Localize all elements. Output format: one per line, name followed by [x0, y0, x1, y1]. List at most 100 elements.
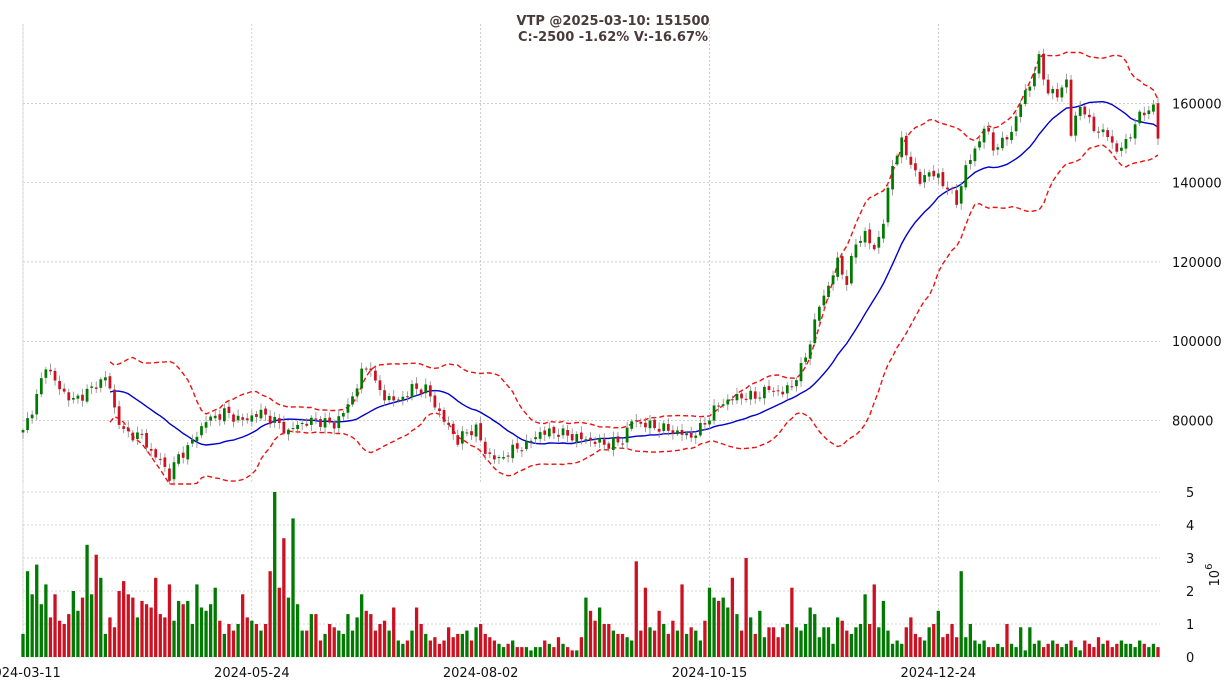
candle — [145, 428, 148, 452]
candle-body — [575, 434, 579, 442]
volume-bar — [126, 594, 130, 657]
volume-panel — [21, 492, 1160, 657]
candle-body — [602, 439, 606, 445]
candle — [131, 429, 135, 443]
volume-bar — [936, 610, 940, 657]
volume-bar — [584, 597, 588, 657]
x-tick-label: 2024-05-24 — [214, 666, 290, 681]
candle-body — [273, 416, 277, 423]
candle — [538, 427, 542, 443]
candle-body — [245, 418, 249, 421]
candle-body — [863, 231, 867, 243]
volume-tick-label: 4 — [1186, 519, 1194, 534]
candle-body — [497, 457, 501, 459]
candle-body — [776, 390, 780, 392]
candle-body — [387, 395, 391, 401]
volume-bar — [881, 600, 886, 657]
candle — [882, 219, 885, 243]
volume-bar — [190, 624, 194, 657]
candle-body — [364, 368, 368, 370]
volume-bar — [1115, 643, 1119, 657]
candle — [671, 425, 675, 440]
volume-bar — [680, 584, 684, 657]
volume-bar — [492, 640, 497, 657]
candle — [698, 418, 702, 438]
candle — [117, 400, 121, 430]
candle — [209, 414, 213, 426]
volume-bar — [1041, 647, 1046, 657]
volume-tick-label: 0 — [1186, 651, 1194, 666]
candle-body — [1147, 110, 1151, 115]
candle-body — [131, 432, 135, 441]
candle-body — [909, 156, 913, 165]
candle-body — [1042, 53, 1045, 80]
candle — [21, 428, 25, 439]
volume-bar — [122, 581, 126, 657]
candle-body — [1110, 136, 1114, 143]
candle-body — [424, 384, 428, 394]
candle — [612, 431, 615, 457]
volume-bar — [456, 633, 460, 657]
candle-body — [392, 396, 396, 401]
candle — [712, 399, 716, 425]
candle — [447, 416, 450, 430]
candle-body — [181, 452, 185, 458]
volume-bar — [327, 624, 332, 657]
candle-body — [845, 276, 849, 285]
candle — [1028, 84, 1032, 97]
price-tick-label: 80000 — [1172, 415, 1213, 430]
volume-bar — [845, 630, 849, 657]
candle — [534, 431, 537, 444]
candle-body — [26, 418, 29, 431]
candle — [685, 431, 688, 440]
candle-body — [1005, 137, 1009, 140]
candle — [543, 426, 547, 442]
candle — [213, 409, 217, 422]
candle-body — [282, 421, 286, 434]
volume-bar — [208, 604, 213, 657]
volume-bar — [305, 630, 309, 657]
candle-body — [360, 368, 364, 389]
candle — [557, 428, 560, 442]
volume-bar — [964, 637, 968, 657]
volume-bar — [973, 640, 977, 657]
candle-body — [1156, 103, 1160, 139]
volume-bar — [382, 620, 387, 657]
candle — [703, 417, 707, 431]
candle-body — [520, 450, 524, 452]
candle — [772, 387, 775, 397]
candle-body — [346, 404, 350, 413]
candle — [1037, 50, 1041, 79]
candle-body — [190, 439, 194, 444]
volume-bar — [428, 640, 432, 657]
candle-body — [1074, 115, 1077, 136]
candle-body — [58, 381, 61, 390]
candle — [616, 431, 620, 446]
candle-body — [168, 468, 171, 481]
candle — [639, 418, 643, 428]
candle-body — [634, 420, 638, 422]
volume-bar — [25, 571, 30, 657]
candle — [662, 420, 666, 435]
candle-body — [593, 441, 597, 444]
candle-body — [158, 458, 162, 460]
volume-bar — [186, 600, 190, 657]
candle — [168, 463, 171, 485]
candle-body — [30, 414, 34, 419]
candle — [497, 454, 501, 465]
volume-bar — [131, 597, 135, 657]
candle-body — [799, 363, 803, 382]
candle-body — [218, 414, 222, 420]
candle — [378, 375, 382, 396]
volume-bar — [593, 620, 597, 657]
volume-bar — [1000, 647, 1005, 657]
volume-bar — [803, 624, 808, 657]
candle-body — [973, 148, 977, 162]
candle-body — [987, 127, 991, 132]
candle-body — [355, 388, 359, 397]
volume-bar — [250, 620, 254, 657]
candle — [163, 453, 167, 472]
candle — [383, 384, 386, 406]
volume-bar — [291, 518, 295, 657]
volume-bar — [529, 650, 533, 657]
